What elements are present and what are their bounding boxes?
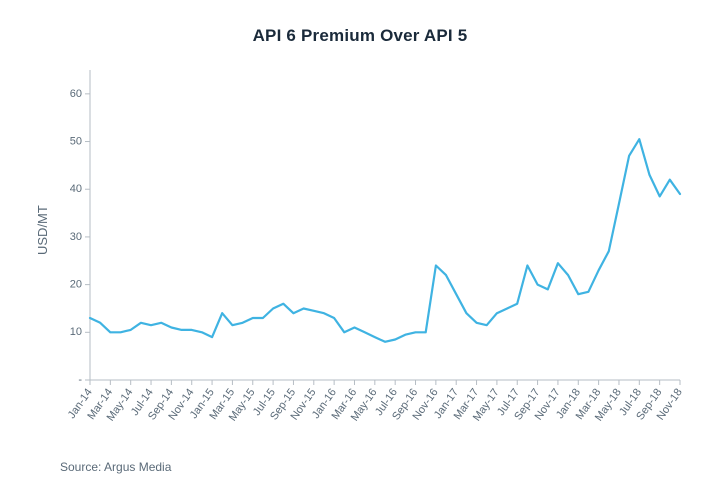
y-tick-label: 40: [70, 183, 82, 195]
y-tick-label: 10: [70, 326, 82, 338]
y-tick-label: -: [78, 374, 82, 386]
y-axis-label: USD/MT: [35, 205, 50, 255]
y-tick-label: 20: [70, 279, 82, 291]
chart-source: Source: Argus Media: [60, 460, 171, 474]
y-tick-label: 60: [70, 88, 82, 100]
y-tick-label: 50: [70, 135, 82, 147]
chart-title: API 6 Premium Over API 5: [0, 26, 720, 46]
chart-plot: -102030405060Jan-14Mar-14May-14Jul-14Sep…: [55, 65, 685, 455]
y-tick-label: 30: [70, 231, 82, 243]
chart-container: API 6 Premium Over API 5 USD/MT - 10 20 30 4…: [0, 0, 720, 500]
series-line: [90, 139, 680, 342]
